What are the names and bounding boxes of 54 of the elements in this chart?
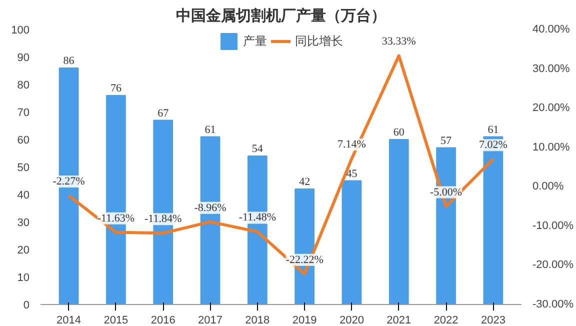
x-tick-label: 2018 <box>245 314 270 326</box>
data-label: -8.96% <box>194 202 226 214</box>
x-tick-label: 2019 <box>292 314 317 326</box>
y-tick-label: 50 <box>17 162 30 174</box>
data-label: 33.33% <box>382 36 416 48</box>
y2-tick-label: 40.00% <box>532 24 570 36</box>
y-tick-label: 40 <box>17 190 30 202</box>
chart-title: 中国金属切割机厂产量（万台） <box>176 8 386 24</box>
data-label: -11.84% <box>144 213 182 226</box>
data-label: 57 <box>440 134 452 147</box>
y-tick-label: 90 <box>17 52 30 64</box>
x-tick-label: 2016 <box>150 314 176 326</box>
y-tick-label: 20 <box>17 244 30 256</box>
data-label: -22.22% <box>286 254 324 266</box>
y-tick-label: 70 <box>17 107 30 119</box>
y2-tick-label: 20.00% <box>532 102 570 114</box>
y-tick-label: 30 <box>17 217 30 229</box>
bar <box>388 139 409 304</box>
x-tick-label: 2014 <box>56 314 82 326</box>
data-label: -2.27% <box>52 176 85 188</box>
x-tick-label: 2022 <box>434 314 458 326</box>
data-label: 54 <box>252 143 264 155</box>
data-label: 76 <box>110 82 122 94</box>
x-tick-label: 2023 <box>480 314 506 326</box>
y2-tick-label: -20.00% <box>532 259 574 272</box>
data-label: 42 <box>299 176 310 188</box>
data-label: 67 <box>158 107 170 120</box>
y2-tick-label: 0.00% <box>532 180 564 193</box>
y2-tick-label: -10.00% <box>532 220 574 232</box>
y-tick-label: 10 <box>17 272 30 284</box>
data-label: 7.14% <box>338 138 366 151</box>
y2-tick-label: 10.00% <box>532 141 570 154</box>
y-tick-label: 80 <box>17 80 30 92</box>
y-tick-label: 0 <box>23 300 30 312</box>
x-tick-label: 2017 <box>198 314 223 326</box>
data-label: 61 <box>488 124 499 136</box>
data-label: 7.02% <box>479 139 508 152</box>
y2-tick-label: -30.00% <box>532 298 574 310</box>
data-label: -11.63% <box>97 212 135 224</box>
x-tick-label: 2020 <box>340 314 364 326</box>
y-tick-label: 60 <box>17 134 30 146</box>
data-label: -11.48% <box>238 212 276 224</box>
data-label: -5.00% <box>430 186 462 198</box>
legend-label: 产量 <box>243 32 267 50</box>
y2-tick-label: 30.00% <box>532 62 570 75</box>
legend-label: 同比增长 <box>295 32 343 50</box>
y-tick-label: 100 <box>11 24 30 36</box>
data-label: 86 <box>63 55 75 67</box>
data-label: 45 <box>346 168 358 180</box>
x-tick-label: 2021 <box>386 314 412 326</box>
bar <box>342 180 362 304</box>
data-label: 60 <box>393 126 405 138</box>
data-label: 61 <box>204 124 216 136</box>
x-tick-label: 2015 <box>104 314 128 326</box>
